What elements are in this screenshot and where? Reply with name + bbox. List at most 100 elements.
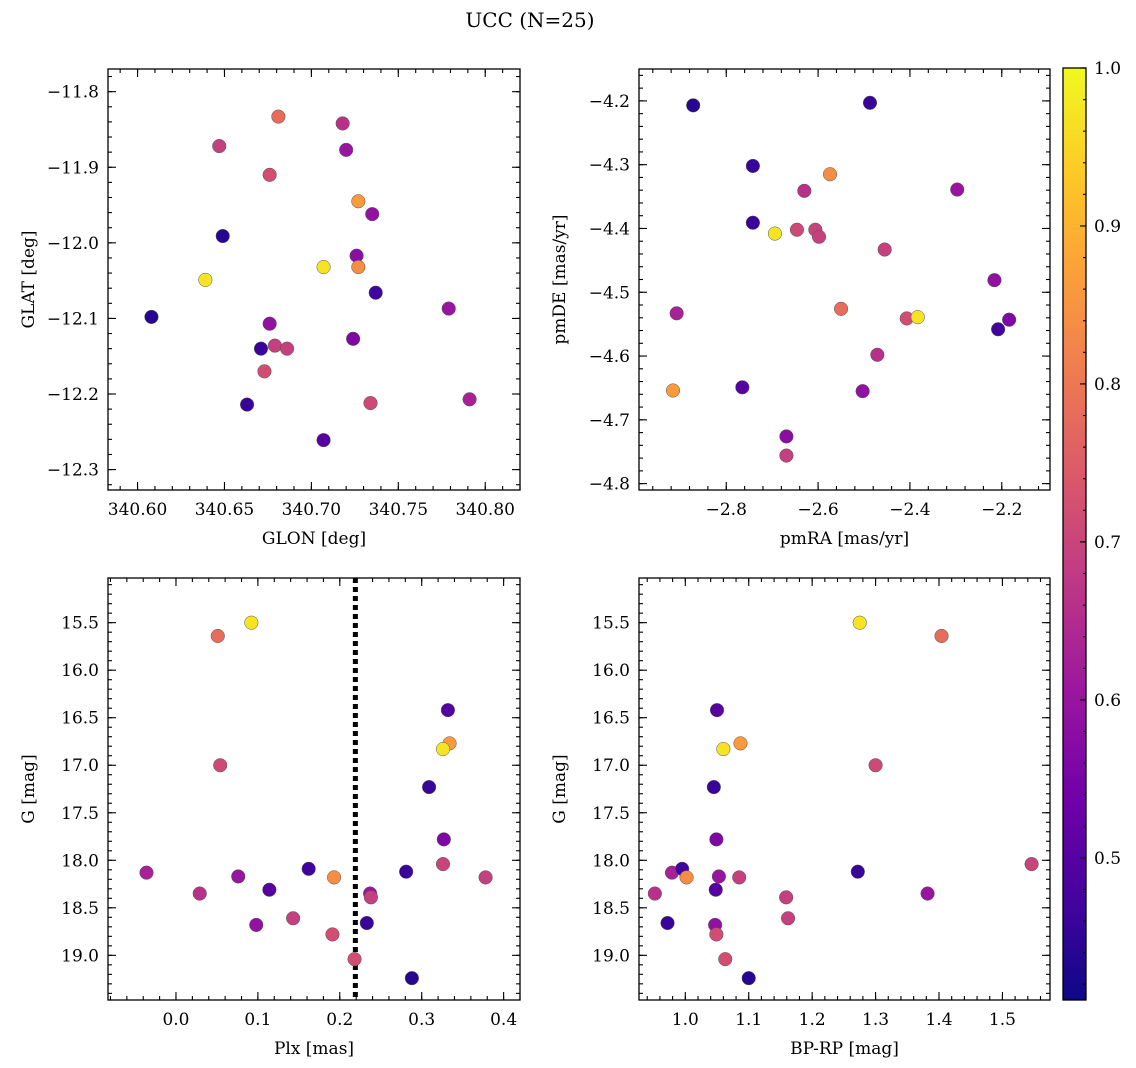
data-point — [404, 971, 419, 986]
data-point — [262, 882, 277, 897]
data-point — [862, 95, 878, 110]
data-point — [950, 182, 965, 197]
y-tick-label: −12.2 — [47, 385, 99, 405]
x-tick-label: 0.2 — [326, 1010, 353, 1030]
y-tick-label: 16.5 — [61, 709, 99, 729]
data-point — [363, 890, 378, 905]
data-point — [257, 364, 272, 379]
data-point — [647, 886, 662, 901]
data-point — [436, 832, 451, 847]
data-point — [709, 832, 724, 847]
data-point — [669, 306, 684, 321]
colorbar-tick-label: 0.9 — [1094, 217, 1121, 237]
x-tick-label: 340.70 — [282, 500, 341, 520]
colorbar: 0.5 0.6 0.7 0.8 0.9 1.0 — [1062, 59, 1121, 1001]
x-axis-label: pmRA [mas/yr] — [780, 529, 909, 549]
data-point — [368, 285, 383, 300]
data-point — [192, 886, 207, 901]
data-point — [399, 864, 414, 879]
y-tick-label: −4.8 — [589, 475, 630, 495]
data-point — [215, 228, 230, 244]
y-tick-label: −12.0 — [47, 234, 99, 254]
data-point — [316, 259, 331, 275]
y-tick-label: −4.2 — [589, 92, 630, 112]
y-tick-label: 17.5 — [592, 804, 630, 824]
data-point — [660, 915, 675, 931]
y-tick-label: 17.5 — [61, 804, 99, 824]
data-point — [325, 927, 340, 942]
data-point — [934, 628, 949, 644]
panel-glon-glat: 340.60 340.65 340.70 340.75 340.80 −11.8 −11.9… — [19, 68, 521, 549]
y-tick-label: 16.0 — [592, 661, 630, 681]
x-axis-label: GLON [deg] — [262, 529, 366, 549]
data-point — [262, 316, 277, 331]
data-point — [213, 758, 228, 773]
colorbar-tick-label: 0.5 — [1094, 849, 1121, 869]
data-point — [852, 615, 867, 630]
y-tick-label: −4.4 — [589, 219, 630, 239]
panel-bprp-g: 1.0 1.1 1.2 1.3 1.4 1.5 15.5 16.0 16.5 17.0 17.5 18… — [550, 577, 1051, 1059]
data-point — [679, 870, 694, 885]
y-tick-label: −12.3 — [47, 461, 99, 481]
data-point — [347, 952, 362, 967]
colorbar-frame — [1062, 67, 1087, 1001]
data-point — [709, 927, 724, 942]
data-point — [920, 886, 935, 901]
data-point — [327, 870, 342, 885]
data-point — [139, 865, 154, 880]
x-tick-label: 1.3 — [862, 1010, 889, 1030]
data-point — [665, 383, 681, 398]
y-tick-label: −11.8 — [47, 83, 99, 103]
data-point — [1024, 857, 1039, 872]
data-point — [144, 309, 159, 324]
x-tick-label: −2.8 — [706, 500, 747, 520]
x-axis-label: BP-RP [mag] — [790, 1039, 899, 1059]
data-point — [779, 429, 794, 444]
data-point — [280, 341, 295, 356]
data-point — [781, 911, 796, 926]
data-point — [789, 222, 805, 237]
x-tick-label: 0.4 — [490, 1010, 517, 1030]
data-point — [745, 158, 760, 174]
data-point — [708, 882, 723, 897]
y-tick-label: −4.7 — [589, 411, 630, 431]
data-point — [877, 242, 892, 257]
plot-frame — [107, 577, 521, 1001]
data-point — [741, 971, 756, 986]
data-point — [359, 915, 374, 931]
data-point — [286, 911, 301, 926]
data-point — [811, 229, 827, 244]
x-tick-label: 340.65 — [195, 500, 254, 520]
y-tick-label: 16.5 — [592, 709, 630, 729]
figure-title: UCC (N=25) — [465, 8, 594, 32]
data-point — [735, 380, 750, 395]
data-point — [267, 338, 282, 353]
data-point — [422, 780, 437, 795]
x-axis-label: Plx [mas] — [274, 1039, 354, 1059]
data-point — [271, 109, 286, 124]
data-point — [716, 742, 731, 757]
colorbar-tick-label: 1.0 — [1094, 59, 1121, 79]
data-point — [316, 433, 331, 448]
data-point — [351, 259, 366, 275]
data-point — [210, 628, 225, 644]
data-point — [745, 215, 760, 230]
data-point — [686, 98, 701, 113]
x-tick-label: −2.4 — [889, 500, 930, 520]
data-point — [262, 167, 277, 182]
data-point — [834, 301, 849, 316]
data-point — [231, 869, 246, 884]
x-tick-label: 1.5 — [989, 1010, 1016, 1030]
data-point — [706, 780, 721, 795]
y-tick-label: −4.6 — [589, 347, 630, 367]
data-point — [335, 116, 350, 131]
data-point — [253, 341, 269, 356]
x-tick-label: 1.1 — [735, 1010, 762, 1030]
data-point — [212, 139, 227, 154]
data-point — [870, 347, 885, 362]
data-point — [797, 183, 812, 198]
data-point — [440, 703, 455, 718]
y-tick-label: 18.5 — [592, 899, 630, 919]
data-point — [718, 952, 733, 967]
